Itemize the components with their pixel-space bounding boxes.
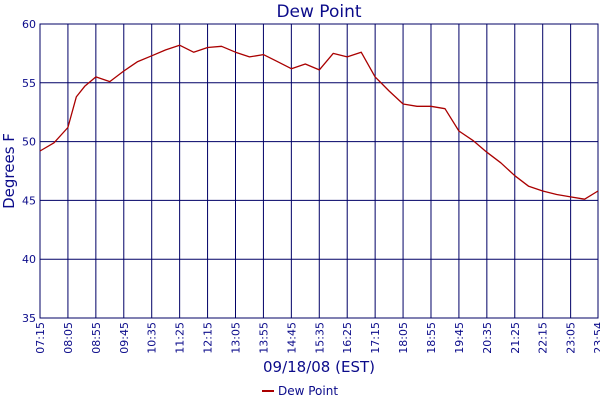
x-tick-label: 15:35 [313, 322, 326, 354]
legend: Dew Point [262, 384, 338, 398]
x-tick-label: 23:05 [565, 322, 578, 354]
x-tick-label: 08:05 [62, 322, 75, 354]
y-tick-label: 55 [22, 77, 36, 90]
y-tick-label: 45 [22, 194, 36, 207]
x-tick-label: 13:55 [257, 322, 270, 354]
plot-grid [39, 23, 599, 319]
x-tick-label: 21:25 [509, 322, 522, 354]
x-tick-label: 09:45 [118, 322, 131, 354]
x-tick-label: 18:05 [397, 322, 410, 354]
x-tick-label: 19:45 [453, 322, 466, 354]
series-layer [39, 44, 599, 200]
x-tick-label: 14:45 [285, 322, 298, 354]
x-axis-label: 09/18/08 (EST) [263, 358, 375, 376]
y-axis-ticks: 35 40 45 50 55 60 [22, 18, 36, 325]
x-tick-label: 22:15 [537, 322, 550, 354]
x-tick-label: 08:55 [90, 322, 103, 354]
y-tick-label: 35 [22, 312, 36, 325]
x-tick-label: 07:15 [34, 322, 47, 354]
x-tick-label: 23:54 [592, 322, 600, 354]
x-tick-label: 18:55 [425, 322, 438, 354]
x-tick-label: 20:35 [481, 322, 494, 354]
y-tick-label: 50 [22, 136, 36, 149]
x-tick-label: 10:35 [146, 322, 159, 354]
y-tick-label: 60 [22, 18, 36, 31]
x-tick-label: 12:15 [202, 322, 215, 354]
plot-frame [39, 23, 599, 319]
x-axis-ticks: 07:15 08:05 08:55 09:45 10:35 11:25 12:15 13:05… [34, 322, 600, 354]
x-tick-label: 13:05 [229, 322, 242, 354]
x-tick-label: 17:15 [369, 322, 382, 354]
legend-label-dew-point: Dew Point [278, 384, 338, 398]
series-line-dew-point [39, 44, 599, 200]
x-tick-label: 16:25 [341, 322, 354, 354]
y-tick-label: 40 [22, 253, 36, 266]
x-tick-label: 11:25 [174, 322, 187, 354]
y-axis-label: Degrees F [0, 133, 18, 209]
chart-title: Dew Point [276, 2, 361, 22]
